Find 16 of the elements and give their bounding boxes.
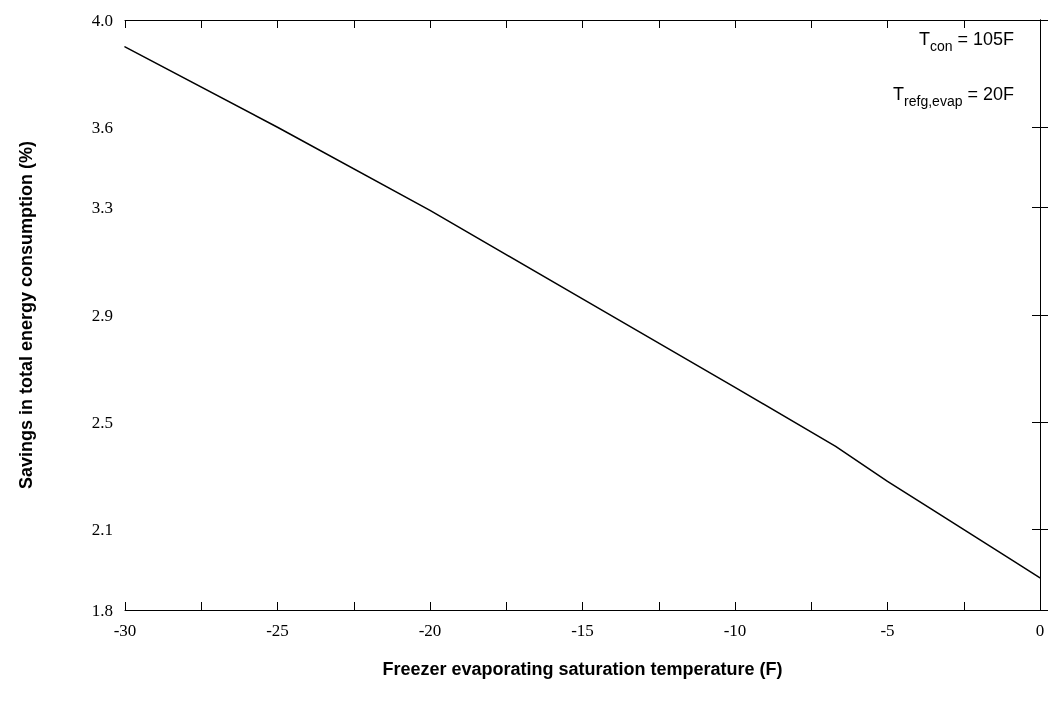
x-tick-label: -10 — [723, 621, 747, 640]
y-tick-label: 2.5 — [91, 412, 113, 432]
y-tick-label: 3.3 — [91, 198, 113, 218]
x-axis-title: Freezer evaporating saturation temperature (F) — [382, 659, 783, 679]
x-tick-label: -25 — [266, 621, 289, 640]
y-tick-label: 2.9 — [91, 305, 113, 325]
x-tick-label: -15 — [571, 621, 594, 640]
x-tick-label: 0 — [1035, 621, 1045, 640]
y-axis-title: Savings in total energy consumption (%) — [16, 140, 36, 490]
y-tick-label: 1.8 — [91, 600, 113, 620]
y-tick-label: 2.1 — [91, 520, 113, 540]
x-tick-label: -30 — [113, 621, 137, 640]
x-tick-label: -20 — [418, 621, 442, 640]
x-tick-label: -5 — [880, 621, 895, 640]
y-tick-label: 3.6 — [91, 117, 113, 137]
y-tick-label: 4.0 — [91, 10, 113, 30]
